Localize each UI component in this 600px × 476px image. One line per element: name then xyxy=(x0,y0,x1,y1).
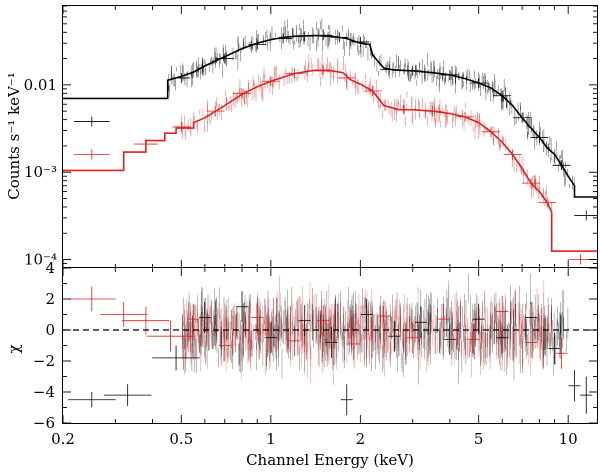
top-error-bars xyxy=(73,30,599,265)
top-y-tick-label: 0.01 xyxy=(24,76,57,94)
bottom-axis-ticks xyxy=(62,267,597,424)
bottom-noise-points xyxy=(182,273,569,385)
x-tick-label: 5 xyxy=(474,430,484,448)
x-tick-label: 1 xyxy=(266,430,276,448)
x-axis-label: Channel Energy (keV) xyxy=(246,451,414,469)
top-axis-ticks xyxy=(62,5,597,269)
bottom-y-tick-labels: 4 2 0 −2 −4 −6 xyxy=(33,259,55,432)
bottom-panel-frame xyxy=(62,267,598,424)
top-y-axis-label: Counts s⁻¹ keV⁻¹ xyxy=(5,72,23,199)
x-tick-label: 0.2 xyxy=(51,430,75,448)
bottom-y-tick-label: 2 xyxy=(45,290,55,308)
top-panel-frame xyxy=(62,5,598,268)
bottom-y-axis-label: χ xyxy=(5,344,23,353)
bottom-y-tick-label: 4 xyxy=(45,259,55,277)
top-y-tick-label: 10⁻³ xyxy=(24,163,57,181)
x-tick-label: 10 xyxy=(559,430,578,448)
bottom-y-tick-label: −4 xyxy=(33,383,55,401)
bottom-error-bars xyxy=(68,286,593,416)
bottom-y-tick-label: −6 xyxy=(33,414,55,432)
top-model-line xyxy=(63,34,597,198)
top-panel: 0.01 10⁻³ 10⁻⁴ xyxy=(24,5,599,269)
top-noise-points xyxy=(168,18,575,212)
bottom-panel: 4 2 0 −2 −4 −6 0.2 0.5 1 2 5 10 xyxy=(33,259,598,448)
top-y-tick-label: 10⁻⁴ xyxy=(24,251,57,269)
x-tick-label: 2 xyxy=(356,430,366,448)
x-tick-labels: 0.2 0.5 1 2 5 10 xyxy=(51,430,578,448)
x-tick-label: 0.5 xyxy=(169,430,193,448)
top-y-tick-labels: 0.01 10⁻³ 10⁻⁴ xyxy=(24,76,57,269)
bottom-y-tick-label: −2 xyxy=(33,352,55,370)
top-model-line xyxy=(63,69,597,252)
top-model-lines xyxy=(63,34,597,252)
bottom-y-tick-label: 0 xyxy=(45,321,55,339)
